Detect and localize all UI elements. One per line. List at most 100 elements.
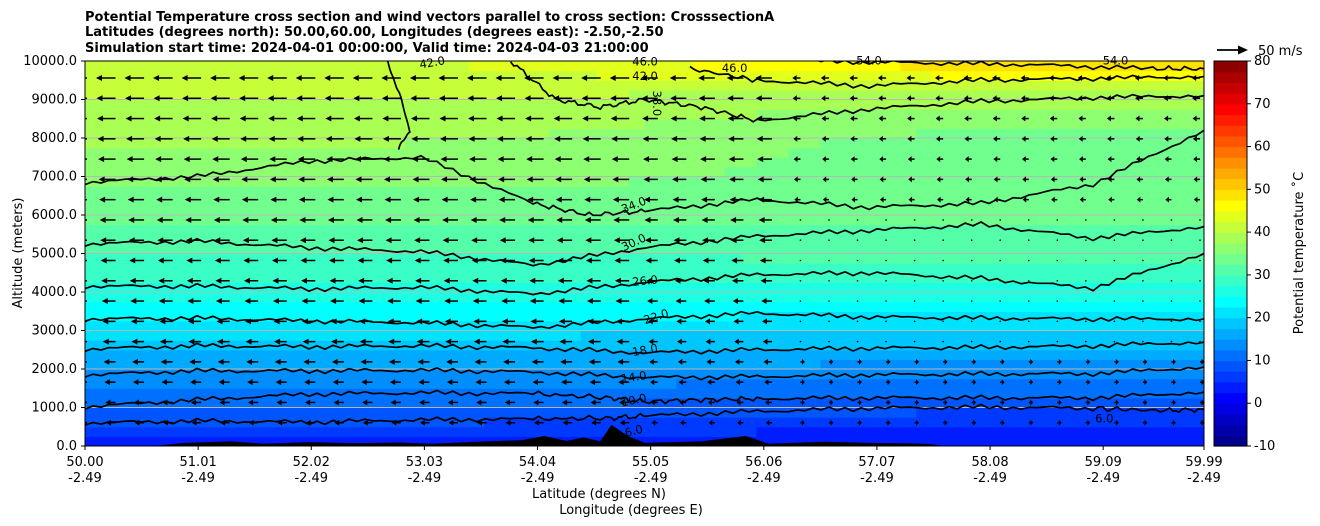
filled-cell — [580, 340, 598, 351]
filled-cell — [228, 253, 246, 264]
filled-cell — [580, 157, 598, 168]
filled-cell — [484, 70, 502, 81]
filled-cell — [1140, 263, 1157, 274]
wind-vector-head — [851, 196, 855, 203]
filled-cell — [644, 80, 662, 91]
filled-cell — [756, 272, 773, 283]
filled-cell — [1156, 388, 1173, 399]
filled-cell — [916, 282, 933, 293]
wind-vector-head — [1022, 156, 1026, 163]
filled-cell — [388, 205, 406, 216]
filled-cell — [452, 157, 470, 168]
filled-cell — [1188, 118, 1204, 129]
filled-cell — [564, 407, 582, 418]
filled-cell — [708, 263, 726, 274]
wind-vector-head — [413, 216, 420, 223]
filled-cell — [596, 205, 614, 216]
terrain-silhouette — [152, 424, 948, 446]
filled-cell — [1124, 369, 1141, 380]
filled-cell — [516, 292, 534, 303]
filled-cell — [980, 340, 997, 351]
filled-cell — [1172, 118, 1189, 129]
x-tick-label-lon: -2.49 — [1086, 471, 1120, 486]
filled-cell — [948, 109, 965, 120]
filled-cell — [468, 89, 486, 101]
wind-vector-head — [305, 419, 311, 426]
filled-cell — [132, 70, 150, 81]
filled-cell — [244, 138, 262, 149]
wind-vector-head — [471, 257, 478, 264]
wind-vector-head — [916, 419, 920, 426]
filled-cell — [1092, 157, 1109, 168]
filled-cell — [1028, 215, 1045, 226]
filled-cell — [1108, 272, 1125, 283]
filled-cell — [692, 147, 710, 158]
filled-cell — [436, 253, 454, 264]
filled-cell — [1076, 205, 1093, 216]
filled-cell — [660, 243, 678, 255]
wind-vector-head — [132, 358, 138, 365]
filled-cell — [388, 195, 406, 206]
filled-cell — [484, 224, 502, 235]
filled-cell — [1140, 118, 1157, 129]
filled-cell — [916, 243, 933, 255]
filled-cell — [516, 176, 534, 187]
wind-vector-head — [325, 135, 332, 142]
filled-cell — [628, 157, 646, 168]
filled-cell — [1028, 263, 1045, 274]
filled-cell — [388, 436, 406, 446]
contour-line — [816, 61, 1204, 72]
filled-cell — [772, 320, 789, 332]
filled-cell — [500, 292, 518, 303]
wind-vector-head — [102, 318, 109, 325]
filled-cell — [292, 253, 310, 264]
filled-cell — [100, 234, 118, 245]
filled-cell — [324, 426, 342, 437]
filled-cell — [1012, 147, 1029, 158]
filled-cell — [1076, 89, 1093, 101]
wind-vector-head — [794, 196, 798, 203]
filled-cell — [772, 378, 789, 389]
filled-cell — [1076, 349, 1093, 360]
filled-cell — [1092, 349, 1109, 360]
wind-vector-head — [822, 196, 827, 203]
filled-cell — [1092, 128, 1109, 139]
filled-cell — [1172, 128, 1189, 139]
filled-cell — [724, 138, 742, 149]
filled-cell — [900, 282, 917, 293]
wind-vector-head — [409, 75, 416, 81]
filled-cell — [1172, 166, 1189, 178]
wind-vector-head — [215, 298, 222, 305]
filled-cell — [452, 109, 470, 120]
wind-vector-head — [614, 257, 621, 264]
filled-cell — [980, 89, 997, 101]
filled-cell — [644, 99, 662, 110]
filled-cell — [532, 195, 550, 206]
filled-cell — [148, 205, 166, 216]
filled-cell — [212, 340, 230, 351]
filled-cell — [404, 243, 422, 255]
filled-cell — [964, 320, 981, 332]
wind-vector-head — [735, 379, 740, 386]
filled-cell — [1012, 243, 1029, 255]
filled-cell — [516, 234, 534, 245]
filled-cell — [484, 215, 502, 226]
filled-cell — [836, 282, 853, 293]
filled-cell — [628, 311, 646, 322]
filled-cell — [948, 89, 965, 101]
wind-vector-head — [1136, 156, 1140, 163]
wind-vector-head — [556, 237, 563, 244]
filled-cell — [740, 147, 757, 158]
filled-cell — [148, 243, 166, 255]
filled-cell — [564, 388, 582, 399]
filled-cell — [85, 436, 102, 446]
filled-cell — [260, 243, 278, 255]
filled-cell — [692, 292, 710, 303]
filled-cell — [740, 80, 757, 91]
filled-cell — [196, 426, 214, 437]
wind-vector — [828, 239, 830, 242]
filled-cell — [404, 272, 422, 283]
filled-cell — [1108, 99, 1125, 110]
wind-vector-head — [877, 75, 883, 81]
filled-cell — [884, 272, 901, 283]
